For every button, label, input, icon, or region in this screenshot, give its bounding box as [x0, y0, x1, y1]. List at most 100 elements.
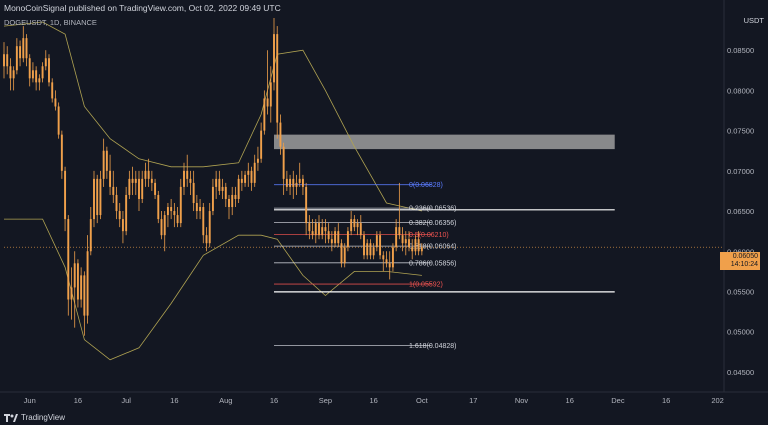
candle-body — [121, 219, 124, 232]
candle-body — [256, 158, 259, 163]
x-tick-label: 17 — [469, 396, 477, 405]
candle-body — [102, 150, 105, 179]
candle-body — [54, 98, 57, 107]
y-tick-label: 0.04500 — [727, 368, 754, 377]
candle-body — [356, 223, 359, 228]
y-tick-label: 0.05500 — [727, 287, 754, 296]
currency-label: USDT — [743, 16, 764, 25]
symbol-legend[interactable]: DOGEUSDT, 1D, BINANCE — [4, 18, 97, 27]
fib-level-label: 0.236(0.06536) — [409, 206, 456, 213]
candle-body — [89, 219, 92, 252]
candle-body — [330, 239, 333, 244]
candle-body — [138, 178, 140, 199]
candle-body — [369, 243, 372, 256]
candle-body — [404, 239, 407, 244]
fib-level-label: 0(0.06828) — [409, 182, 443, 189]
candle-body — [48, 58, 50, 83]
candle-body — [343, 247, 346, 264]
candle-body — [76, 263, 79, 300]
candle-body — [96, 178, 99, 216]
bar-countdown: 14:10:24 — [730, 261, 758, 268]
candle-body — [160, 219, 163, 236]
candle-body — [25, 38, 28, 59]
candle-body — [70, 287, 73, 300]
candle-body — [83, 275, 86, 316]
candle-body — [334, 231, 337, 244]
candle-body — [363, 235, 365, 256]
candle-body — [186, 170, 189, 179]
x-tick-label: 16 — [566, 396, 574, 405]
candle-body — [308, 223, 311, 232]
candle-body — [372, 247, 375, 256]
candle-body — [385, 259, 388, 264]
x-tick-label: Aug — [219, 396, 232, 405]
candle-body — [202, 207, 205, 236]
candle-body — [150, 178, 153, 183]
candle-body — [179, 186, 182, 224]
candle-body — [324, 227, 327, 232]
candle-body — [301, 178, 304, 187]
candle-body — [266, 98, 269, 107]
fib-level-label: 0.5(0.06210) — [409, 232, 449, 239]
x-tick-label: 16 — [662, 396, 670, 405]
candle-body — [221, 186, 224, 191]
candle-body — [64, 170, 67, 220]
candle-body — [279, 122, 282, 147]
candle-body — [176, 215, 179, 224]
fib-level-label: 0.382(0.06356) — [409, 220, 456, 227]
candle-body — [147, 170, 150, 179]
y-tick-label: 0.07000 — [727, 167, 754, 176]
candle-body — [131, 178, 134, 183]
x-tick-label: 16 — [74, 396, 82, 405]
candle-body — [28, 58, 31, 79]
candle-body — [247, 170, 250, 175]
candle-body — [105, 150, 108, 171]
x-tick-label: Jul — [121, 396, 131, 405]
candle-body — [215, 178, 218, 187]
candle-body — [318, 223, 320, 236]
x-tick-label: Jun — [24, 396, 36, 405]
candle-body — [224, 186, 227, 199]
candle-body — [31, 70, 34, 79]
candle-body — [414, 239, 417, 252]
candle-body — [321, 227, 324, 236]
candle-body — [199, 207, 202, 212]
candle-body — [395, 227, 398, 248]
candle-body — [134, 178, 137, 183]
publisher-caption: MonoCoinSignal published on TradingView.… — [4, 3, 281, 13]
y-tick-label: 0.06000 — [727, 247, 754, 256]
candle-body — [228, 198, 230, 208]
x-tick-label: Oct — [416, 396, 429, 405]
candle-body — [234, 194, 237, 199]
candle-body — [115, 194, 118, 212]
x-tick-label: 202 — [711, 396, 724, 405]
candle-body — [340, 243, 343, 264]
y-tick-label: 0.05000 — [727, 328, 754, 337]
candle-body — [183, 170, 185, 187]
candle-body — [118, 211, 121, 220]
candle-body — [211, 186, 214, 212]
candle-body — [60, 134, 63, 171]
candle-body — [292, 178, 295, 187]
candle-body — [353, 219, 356, 228]
candle-body — [314, 223, 317, 236]
candle-body — [125, 194, 128, 232]
resistance-zone — [274, 134, 615, 150]
candle-body — [289, 178, 292, 187]
candle-body — [144, 170, 147, 179]
candle-body — [298, 178, 301, 183]
candle-body — [35, 70, 38, 83]
candle-body — [9, 66, 12, 79]
candle-body — [67, 219, 70, 300]
candle-body — [195, 203, 198, 212]
candle-body — [366, 243, 369, 256]
candle-body — [260, 130, 263, 159]
candle-body — [263, 98, 266, 131]
tradingview-footer[interactable]: TradingView — [4, 413, 65, 422]
candle-body — [359, 223, 362, 236]
x-tick-label: Nov — [515, 396, 529, 405]
y-tick-label: 0.06500 — [727, 207, 754, 216]
candle-body — [157, 194, 160, 220]
candle-body — [51, 82, 54, 99]
